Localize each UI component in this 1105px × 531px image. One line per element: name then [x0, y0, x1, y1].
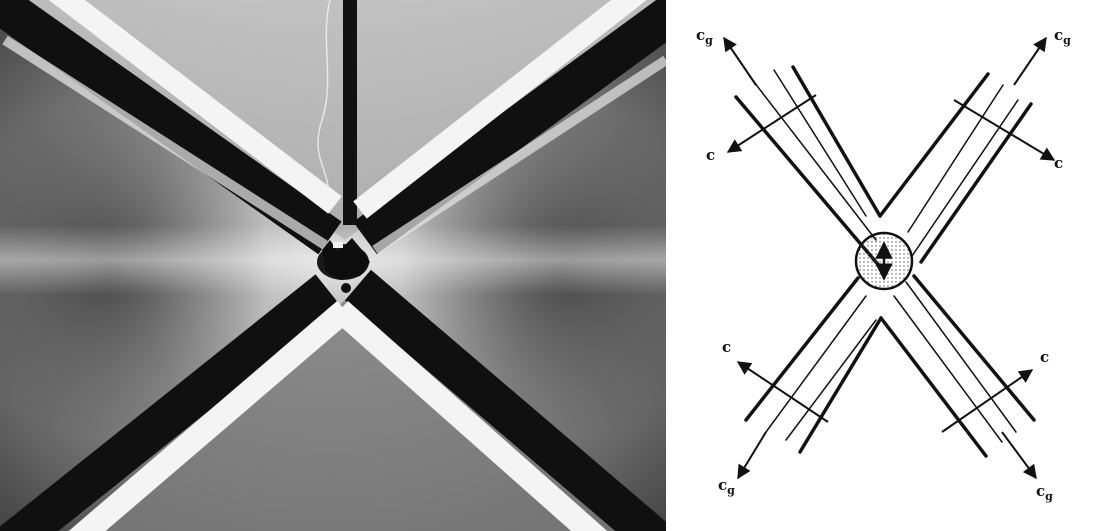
label-cg-bottom-right: cg: [1036, 482, 1053, 503]
label-c-lower-left: c: [722, 338, 731, 356]
label-cg-bottom-left: cg: [718, 476, 735, 497]
label-c-lower-right: c: [1040, 348, 1049, 366]
cylinder-circle: [854, 231, 914, 291]
phase-velocity-arrows: [726, 94, 1056, 433]
vertical-streak: [343, 0, 357, 225]
oscillating-cylinder: [317, 238, 370, 293]
wave-beams: [0, 0, 666, 531]
diagram-labels: cg cg c c c c cg cg: [696, 26, 1071, 503]
schlieren-photo: [0, 0, 666, 531]
group-velocity-arrows: [723, 36, 1047, 480]
label-cg-top-right: cg: [1054, 26, 1071, 47]
label-c-upper-left: c: [706, 146, 715, 164]
label-cg-top-left: cg: [696, 26, 713, 47]
label-c-upper-right: c: [1054, 154, 1063, 172]
beam-lines: [734, 65, 1036, 458]
wave-diagram: cg cg c c c c cg cg: [696, 26, 1071, 503]
